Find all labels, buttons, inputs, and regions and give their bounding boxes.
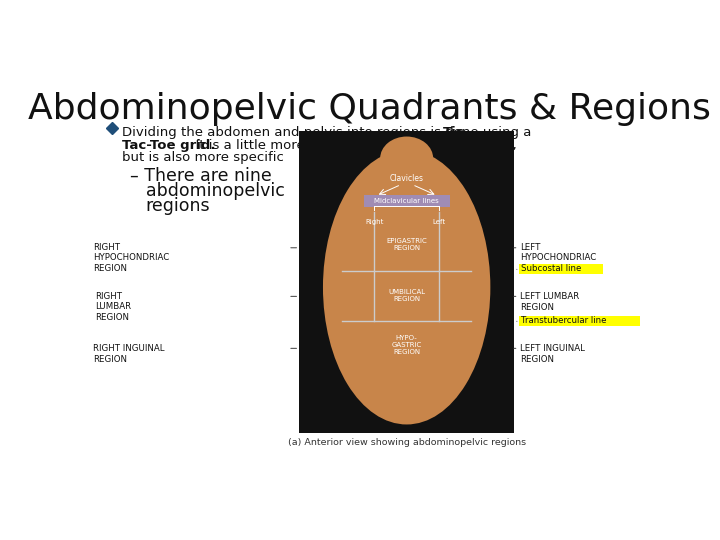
Text: LEFT LUMBAR
REGION: LEFT LUMBAR REGION [520,292,579,312]
Text: UMBILICAL
REGION: UMBILICAL REGION [388,289,426,302]
Text: Subcostal line: Subcostal line [521,265,581,273]
FancyBboxPatch shape [395,156,419,187]
Text: Transtubercular line: Transtubercular line [521,316,606,326]
Text: It is a little more complex than using quadrants,: It is a little more complex than using q… [186,139,516,152]
Text: LEFT INGUINAL
REGION: LEFT INGUINAL REGION [520,344,585,363]
Text: (a) Anterior view showing abdominopelvic regions: (a) Anterior view showing abdominopelvic… [287,438,526,447]
FancyBboxPatch shape [519,316,640,326]
Text: RIGHT INGUINAL
REGION: RIGHT INGUINAL REGION [93,344,164,363]
Text: EPIGASTRIC
REGION: EPIGASTRIC REGION [387,238,427,251]
FancyBboxPatch shape [519,265,603,274]
Ellipse shape [380,137,433,180]
Text: – There are nine: – There are nine [130,167,272,185]
Text: Left: Left [433,219,446,225]
Text: HYPO-
GASTRIC
REGION: HYPO- GASTRIC REGION [392,335,422,355]
Text: Clavicles: Clavicles [390,174,423,183]
Text: RIGHT
LUMBAR
REGION: RIGHT LUMBAR REGION [96,292,132,322]
Text: LEFT
HYPOCHONDRIAC
REGION: LEFT HYPOCHONDRIAC REGION [520,243,596,273]
Text: abdominopelvic: abdominopelvic [145,182,284,200]
Text: Tic-: Tic- [444,126,470,139]
Text: regions: regions [145,197,210,215]
Text: Right: Right [365,219,384,225]
Ellipse shape [323,150,490,424]
FancyBboxPatch shape [364,195,449,207]
FancyBboxPatch shape [300,131,514,433]
Text: RIGHT
HYPOCHONDRIAC
REGION: RIGHT HYPOCHONDRIAC REGION [93,243,169,273]
Text: Abdominopelvic Quadrants & Regions: Abdominopelvic Quadrants & Regions [27,92,711,126]
Text: Dividing the abdomen and pelvis into regions is done using a: Dividing the abdomen and pelvis into reg… [122,126,536,139]
Text: but is also more specific: but is also more specific [122,151,284,164]
Text: Tac-Toe grid.: Tac-Toe grid. [122,139,215,152]
Text: Midclavicular lines: Midclavicular lines [374,198,439,204]
